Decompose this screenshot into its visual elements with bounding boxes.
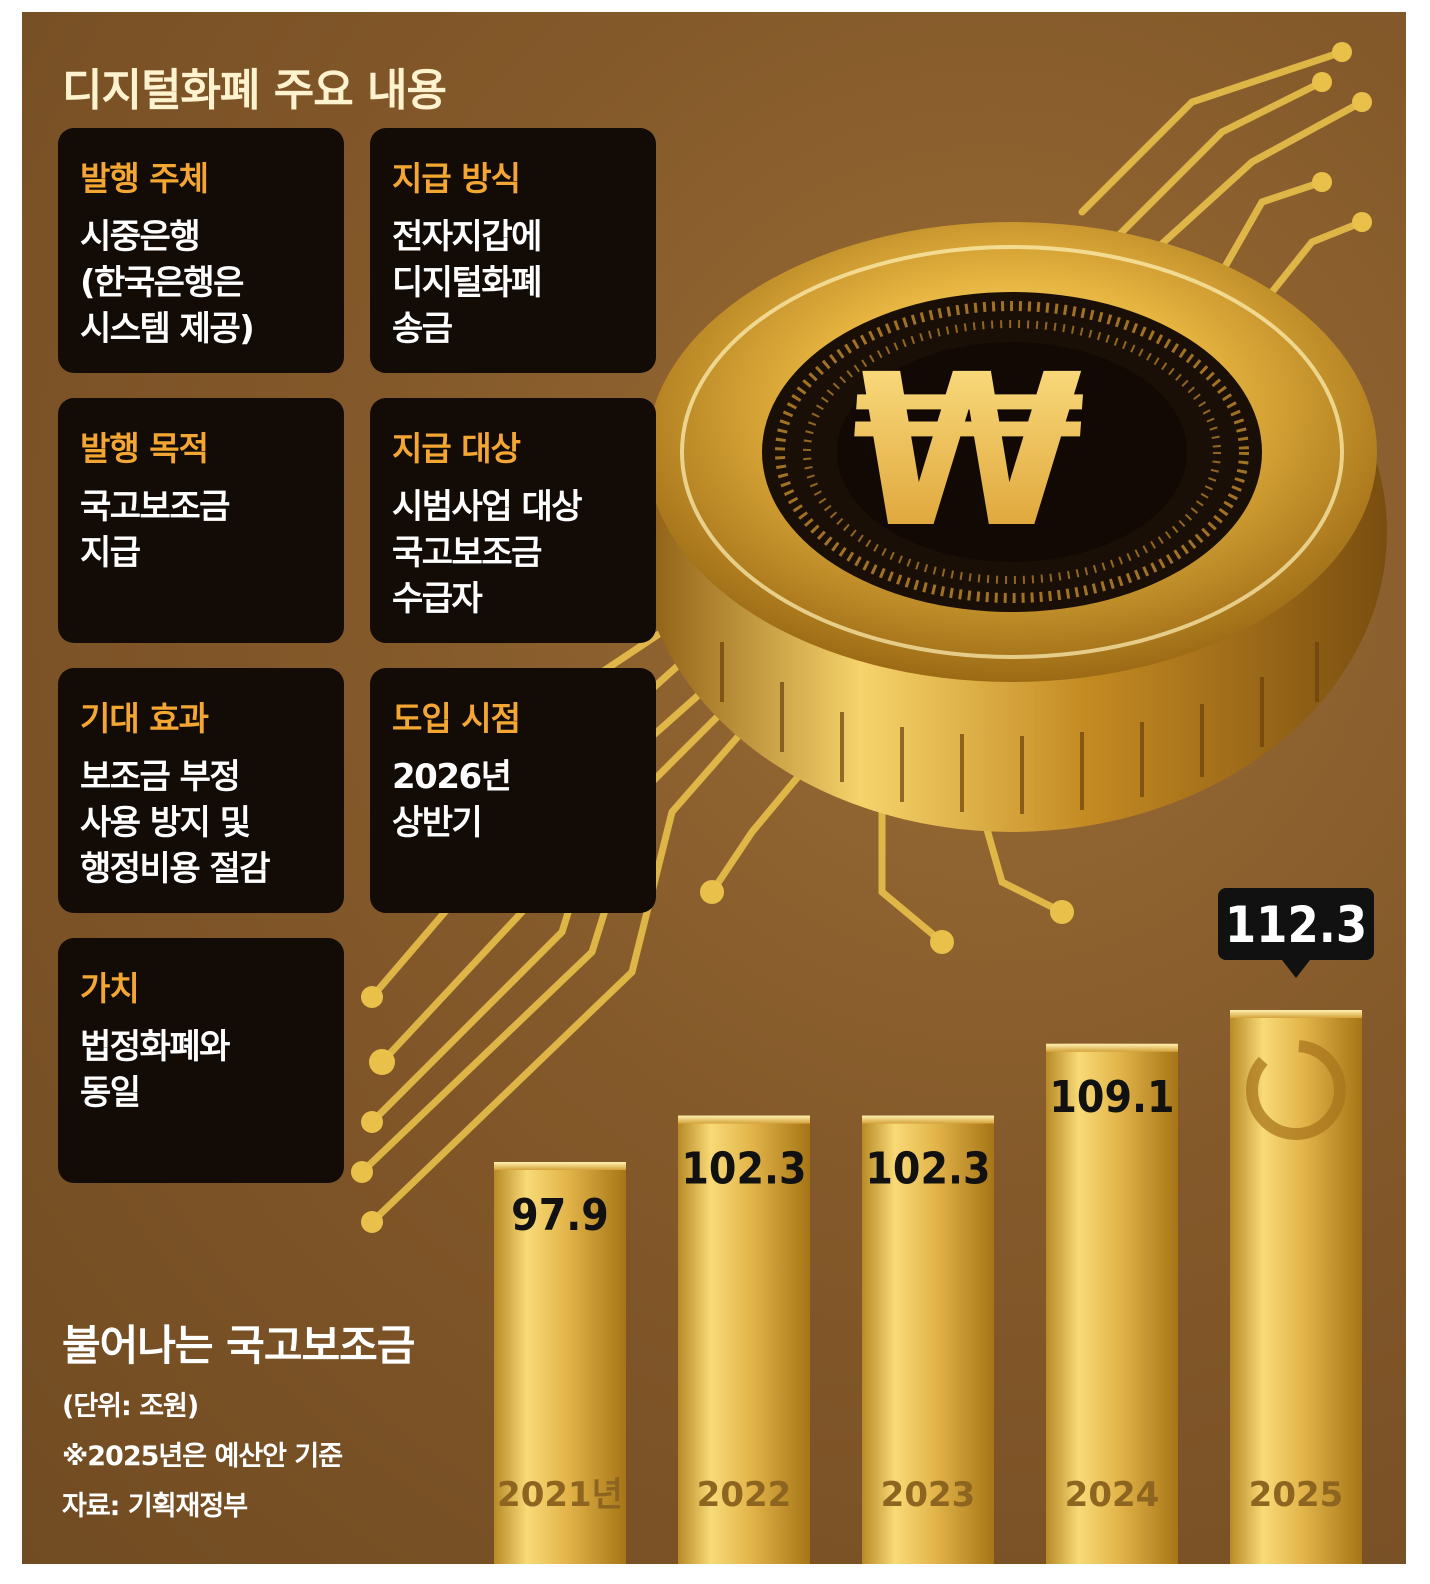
- card-line: 행정비용 절감: [80, 849, 271, 889]
- circuit-trace-12: [878, 798, 946, 946]
- card-expected-effect: 기대 효과 보조금 부정 사용 방지 및 행정비용 절감: [58, 668, 344, 913]
- circuit-node: [1312, 172, 1332, 192]
- circuit-node: [1312, 72, 1332, 92]
- bar-2022: [678, 1115, 810, 1564]
- card-payment-method: 지급 방식 전자지갑에 디지털화폐 송금: [370, 128, 656, 373]
- card-line: 상반기: [392, 803, 483, 843]
- circuit-node: [1352, 92, 1372, 112]
- circuit-node: [1050, 900, 1074, 924]
- card-line: 디지털화폐: [392, 263, 542, 303]
- card-purpose: 발행 목적 국고보조금 지급: [58, 398, 344, 643]
- bar-cap: [678, 1115, 810, 1124]
- circuit-trace-13: [978, 808, 1066, 916]
- card-launch-date: 도입 시점 2026년 상반기: [370, 668, 656, 913]
- data-label: 102.3: [865, 1144, 990, 1195]
- card-line: 수급자: [392, 579, 483, 619]
- x-tick-label: 2024: [1065, 1475, 1160, 1515]
- circuit-node: [700, 880, 724, 904]
- card-value: 가치 법정화폐와 동일: [58, 938, 344, 1183]
- circuit-node: [361, 1111, 383, 1133]
- circuit-trace-1: [1078, 48, 1346, 216]
- infographic-panel: ₩ 디지털화폐 주요 내용 발행 주체 시중은행 (한국은행은 시스템 제공) …: [22, 12, 1406, 1564]
- card-line: 시중은행: [80, 217, 201, 257]
- data-label: 112.3: [1225, 896, 1367, 954]
- card-title: 기대 효과: [80, 699, 209, 738]
- card-line: 국고보조금: [80, 487, 230, 527]
- x-tick-label: 2023: [881, 1475, 976, 1515]
- bars-group: 2021년 97.9 2022 102.3 2023 102.3 2024 109.1 2025…: [494, 888, 1374, 1564]
- card-line: 사용 방지 및: [80, 803, 251, 843]
- coin-ridges: [720, 642, 1319, 814]
- won-symbol-icon: ₩: [842, 329, 1091, 574]
- card-title: 발행 주체: [80, 159, 209, 198]
- value-callout-box: [1218, 888, 1374, 960]
- card-line: 2026년: [392, 757, 512, 797]
- bar-2024: [1046, 1043, 1178, 1564]
- card-line: 시범사업 대상: [392, 487, 583, 527]
- circuit-node: [361, 1211, 383, 1233]
- bar-2023: [862, 1115, 994, 1564]
- card-line: 동일: [80, 1073, 141, 1113]
- bar-chart: 2021년 97.9 2022 102.3 2023 102.3 2024 109.1 2025…: [494, 888, 1374, 1564]
- x-tick-label: 2021년: [497, 1475, 623, 1515]
- bar-cap: [1230, 1010, 1362, 1018]
- card-line: (한국은행은: [80, 263, 244, 303]
- circuit-trace-5: [1268, 218, 1366, 296]
- data-label: 97.9: [511, 1190, 609, 1241]
- card-title: 가치: [80, 969, 140, 1008]
- circuit-node: [1332, 42, 1352, 62]
- circuit-node: [369, 1049, 395, 1075]
- x-tick-label: 2022: [697, 1475, 792, 1515]
- bar-cap: [494, 1162, 626, 1170]
- card-line: 송금: [392, 309, 453, 349]
- card-line: 지급: [80, 533, 141, 573]
- x-tick-label: 2025: [1249, 1475, 1344, 1515]
- card-recipients: 지급 대상 시범사업 대상 국고보조금 수급자: [370, 398, 656, 643]
- card-title: 발행 목적: [80, 429, 209, 468]
- circuit-node: [361, 986, 383, 1008]
- card-line: 보조금 부정: [80, 757, 241, 797]
- chart-footnote: ※2025년은 예산안 기준: [62, 1441, 343, 1472]
- circuit-nodes: [351, 42, 1372, 1233]
- bar-cap: [862, 1115, 994, 1124]
- chart-source: 자료: 기획재정부: [62, 1491, 248, 1522]
- data-label: 109.1: [1049, 1072, 1174, 1123]
- main-title: 디지털화폐 주요 내용: [62, 65, 447, 116]
- circuit-trace-11: [708, 768, 806, 896]
- callout-pointer: [1282, 960, 1310, 978]
- chart-unit-note: (단위: 조원): [62, 1391, 199, 1422]
- card-line: 시스템 제공): [80, 309, 255, 349]
- card-line: 법정화폐와: [80, 1027, 230, 1067]
- circuit-node: [351, 1161, 373, 1183]
- circuit-node: [930, 930, 954, 954]
- card-title: 지급 방식: [392, 159, 521, 198]
- circuit-trace-4: [1218, 178, 1326, 276]
- circuit-trace-3: [1138, 98, 1366, 266]
- circuit-trace-2: [1108, 78, 1326, 246]
- bar-cap: [1046, 1043, 1178, 1052]
- card-title: 지급 대상: [392, 429, 521, 468]
- circuit-node: [1352, 212, 1372, 232]
- card-line: 국고보조금: [392, 533, 542, 573]
- chart-title: 불어나는 국고보조금: [62, 1321, 415, 1370]
- coin-icon: ₩: [637, 222, 1387, 832]
- card-line: 전자지갑에: [392, 217, 542, 257]
- card-title: 도입 시점: [392, 699, 521, 738]
- data-label: 102.3: [681, 1144, 806, 1195]
- bar-2021년: [494, 1162, 626, 1564]
- government-emblem-icon: [1246, 1040, 1346, 1140]
- card-issuer: 발행 주체 시중은행 (한국은행은 시스템 제공): [58, 128, 344, 373]
